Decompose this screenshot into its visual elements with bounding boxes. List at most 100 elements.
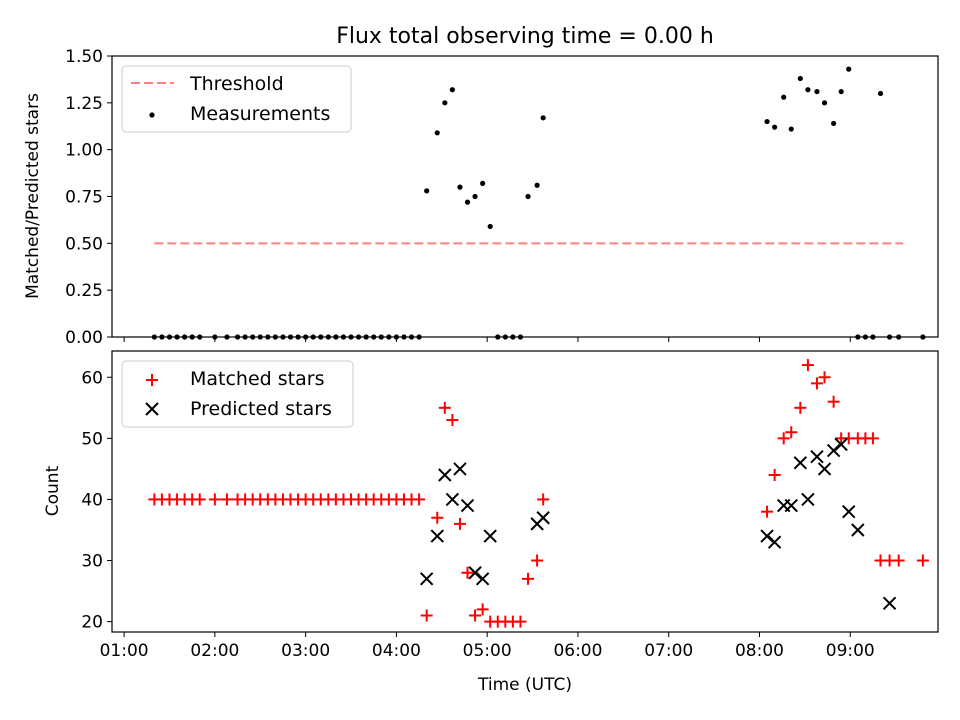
measurement-point (333, 334, 339, 340)
measurement-point (340, 334, 347, 340)
measurement-point (920, 334, 926, 340)
measurement-point (487, 223, 493, 230)
bottom-legend: Matched stars Predicted stars (121, 360, 354, 428)
measurement-point (182, 334, 188, 340)
matched-stars-point (476, 603, 489, 616)
measurement-point (886, 334, 893, 340)
predicted-stars-point (468, 566, 482, 580)
predicted-stars-point (826, 443, 841, 458)
measurement-point (846, 66, 852, 72)
measurement-point (464, 199, 471, 205)
measurement-point (174, 334, 180, 340)
legend-predicted-swatch (145, 402, 159, 416)
y-tick-label: 0.75 (65, 188, 103, 208)
y-tick-label: 60 (81, 368, 103, 388)
predicted-stars-point (817, 462, 832, 476)
measurement-point (814, 88, 820, 95)
legend-threshold-label: Threshold (189, 73, 284, 95)
matched-stars-point (469, 609, 482, 622)
measurement-point (424, 188, 430, 194)
y-tick-label: 1.00 (65, 141, 103, 161)
measurement-point (764, 118, 770, 125)
predicted-stars-point (793, 456, 808, 470)
measurement-point (280, 334, 286, 340)
matched-stars-point (810, 377, 823, 390)
x-axis-label: Time (UTC) (477, 675, 572, 695)
measurement-point (855, 334, 861, 340)
predicted-stars-point (445, 492, 460, 507)
legend-measurements-label: Measurements (190, 103, 330, 125)
predicted-stars-point (419, 572, 434, 586)
measurement-point (772, 124, 778, 130)
matched-stars-point (916, 554, 929, 567)
matched-stars-point (785, 426, 798, 439)
measurement-point (272, 334, 278, 340)
matched-stars-point (446, 414, 459, 427)
measurement-point (838, 88, 844, 95)
top-legend: Threshold Measurements (121, 65, 352, 133)
predicted-stars-point (834, 437, 848, 452)
predicted-stars-point (453, 462, 467, 476)
measurement-point (224, 334, 230, 340)
matched-stars-point (420, 609, 433, 622)
matched-stars-point (768, 469, 781, 482)
measurement-point (442, 100, 448, 106)
measurement-point (189, 334, 195, 340)
measurement-point (502, 334, 508, 340)
measurement-point (166, 334, 173, 340)
top-y-axis-label: Matched/Predicted stars (23, 93, 43, 299)
matched-stars-point (461, 566, 474, 579)
measurement-point (250, 334, 256, 340)
x-tick-label: 08:00 (735, 641, 784, 661)
measurement-point (517, 334, 524, 340)
measurement-point (862, 334, 868, 340)
measurement-point (355, 334, 362, 340)
measurement-point (257, 334, 263, 340)
x-tick-label: 05:00 (463, 641, 512, 661)
measurement-point (416, 334, 422, 340)
measurement-point (318, 334, 324, 340)
measurement-point (821, 100, 828, 106)
x-tick-label: 01:00 (100, 641, 149, 661)
y-tick-label: 40 (81, 490, 103, 510)
top-legend-box (121, 65, 352, 133)
figure-title: Flux total observing time = 0.00 h (336, 24, 714, 49)
matched-stars-point (413, 493, 426, 506)
x-tick-label: 03:00 (281, 641, 330, 661)
y-tick-label: 20 (81, 613, 103, 633)
matched-stars-point (777, 432, 790, 445)
predicted-stars-point (784, 498, 798, 513)
matched-stars-point (801, 359, 814, 372)
matched-stars-point (892, 554, 905, 567)
measurement-point (386, 334, 392, 340)
matched-stars-point (522, 572, 535, 585)
measurement-point (540, 115, 546, 121)
measurement-point (287, 334, 294, 340)
x-tick-label: 04:00 (372, 641, 421, 661)
measurement-point (781, 94, 787, 100)
measurement-point (242, 334, 248, 340)
y-tick-label: 0.25 (65, 281, 103, 301)
measurement-point (325, 334, 331, 340)
matched-stars-point (827, 395, 840, 408)
measurement-point (159, 334, 165, 340)
matched-stars-point (794, 401, 807, 414)
measurement-point (534, 182, 540, 188)
measurement-point (457, 184, 463, 190)
matched-stars-point (761, 505, 774, 518)
predicted-stars-point (767, 535, 782, 549)
legend-matched-swatch (146, 374, 158, 386)
x-tick-label: 02:00 (190, 641, 239, 661)
measurement-point (495, 334, 501, 340)
matched-stars-point (818, 371, 831, 384)
predicted-stars-point (483, 529, 497, 543)
predicted-stars-point (851, 523, 865, 537)
measurement-point (295, 334, 301, 340)
matched-stars-point (453, 517, 466, 530)
matched-stars-point (531, 554, 544, 567)
measurement-point (363, 334, 369, 340)
measurement-point (525, 193, 531, 200)
measurement-point (265, 334, 271, 340)
matched-stars-point (537, 493, 550, 506)
measurement-point (797, 75, 803, 82)
